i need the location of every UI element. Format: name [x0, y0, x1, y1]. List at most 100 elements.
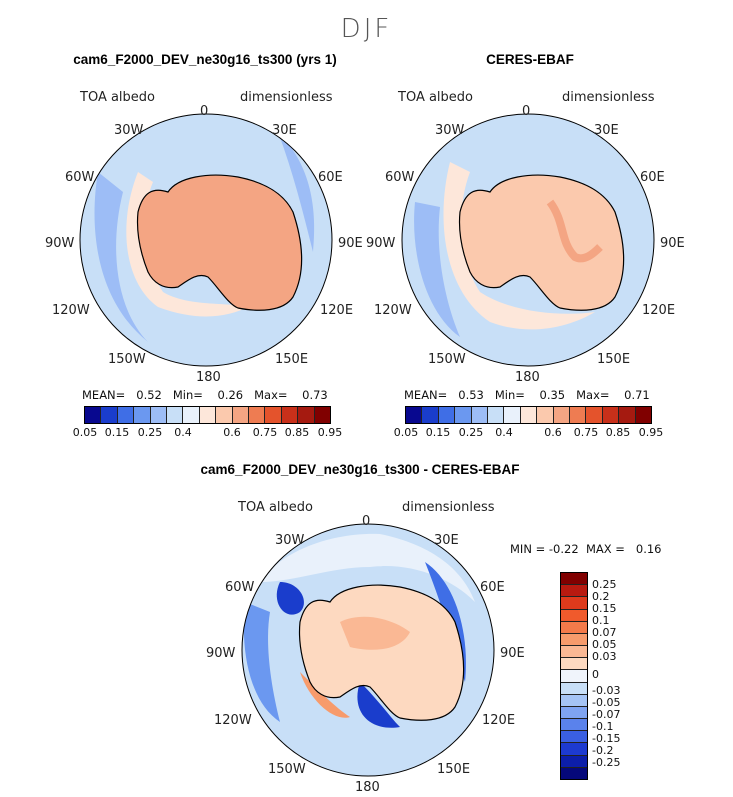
colorbar-swatch: [520, 407, 538, 423]
diff-neg-west: [243, 602, 280, 722]
diff-neg-60w: [276, 582, 304, 615]
colorbar-swatch: [117, 407, 135, 423]
diff-colorbar-swatch: [561, 743, 587, 756]
diff-polar-map: [241, 523, 495, 777]
obs-colorbar: [405, 406, 652, 424]
colorbar-swatch: [422, 407, 439, 423]
model-lon-90e: 90E: [338, 236, 363, 251]
obs-ocean-low-west: [414, 202, 460, 337]
diff-colorbar-swatch: [561, 670, 587, 683]
diff-units-label: dimensionless: [402, 500, 495, 515]
model-stats: MEAN= 0.52 Min= 0.26 Max= 0.73: [82, 388, 328, 402]
colorbar-swatch: [265, 407, 282, 423]
diff-colorbar-swatch: [561, 658, 587, 671]
diff-colorbar: [560, 572, 588, 780]
diff-cbar-tick: -0.25: [592, 756, 621, 769]
obs-antarctica: [458, 174, 625, 311]
model-units-label: dimensionless: [240, 90, 333, 105]
diff-stats: MIN = -0.22 MAX = 0.16: [510, 542, 662, 556]
cbar-tick: 0.85: [284, 426, 310, 439]
model-lon-60w: 60W: [65, 170, 95, 185]
model-lon-60e: 60E: [318, 170, 343, 185]
model-seaice-band: [126, 172, 248, 317]
obs-lon-90w: 90W: [366, 236, 396, 251]
diff-cbar-tick: 0: [592, 668, 599, 681]
obs-lon-90e: 90E: [660, 236, 685, 251]
season-title: DJF: [340, 14, 393, 44]
colorbar-swatch: [570, 407, 587, 423]
obs-polar-map: [401, 113, 655, 367]
colorbar-swatch: [537, 407, 554, 423]
model-lon-90w: 90W: [45, 236, 75, 251]
diff-colorbar-swatch: [561, 694, 587, 707]
colorbar-swatch: [602, 407, 620, 423]
diff-colorbar-swatch: [561, 597, 587, 610]
model-polar-map: [79, 113, 333, 367]
diff-cbar-tick: -0.1: [592, 720, 614, 733]
obs-lon-150e: 150E: [597, 352, 631, 367]
colorbar-swatch: [455, 407, 472, 423]
cbar-tick: 0.6: [223, 426, 241, 439]
diff-colorbar-swatch: [561, 609, 587, 622]
diff-lon-90w: 90W: [206, 646, 236, 661]
colorbar-swatch: [183, 407, 200, 423]
model-lon-120e: 120E: [320, 303, 354, 318]
model-panel-title: cam6_F2000_DEV_ne30g16_ts300 (yrs 1): [73, 52, 337, 67]
cbar-tick: 0.15: [104, 426, 130, 439]
diff-cbar-tick: 0.03: [592, 650, 617, 663]
diff-colorbar-swatch: [561, 585, 587, 598]
diff-colorbar-ticks: 0.25 0.2 0.15 0.1 0.07 0.05 0.03 0 -0.03…: [592, 572, 712, 782]
colorbar-swatch: [134, 407, 151, 423]
diff-lon-180: 180: [355, 780, 380, 795]
diff-near-zero-band: [260, 533, 475, 602]
colorbar-swatch: [586, 407, 603, 423]
obs-lon-180: 180: [515, 370, 540, 385]
diff-cbar-tick: 0.07: [592, 626, 617, 639]
cbar-tick: 0.6: [544, 426, 562, 439]
diff-colorbar-swatch: [561, 646, 587, 659]
diff-colorbar-swatch: [561, 621, 587, 634]
colorbar-swatch: [314, 407, 331, 423]
cbar-tick: 0.05: [393, 426, 419, 439]
model-colorbar-ticks: 0.05 0.15 0.25 0.4 0.6 0.75 0.85 0.95: [70, 426, 350, 442]
obs-lon-60w: 60W: [385, 170, 415, 185]
diff-panel-title: cam6_F2000_DEV_ne30g16_ts300 - CERES-EBA…: [200, 462, 520, 477]
diff-cbar-tick: -0.15: [592, 732, 621, 745]
diff-cbar-tick: 0.05: [592, 638, 617, 651]
obs-colorbar-ticks: 0.05 0.15 0.25 0.4 0.6 0.75 0.85 0.95: [391, 426, 671, 442]
colorbar-swatch: [85, 407, 102, 423]
diff-lon-30e: 30E: [434, 533, 459, 548]
colorbar-swatch: [150, 407, 168, 423]
colorbar-swatch: [504, 407, 521, 423]
diff-colorbar-swatch: [561, 767, 587, 779]
cbar-tick: 0.75: [573, 426, 599, 439]
diff-lon-120e: 120E: [482, 713, 516, 728]
diff-cbar-tick: 0.25: [592, 578, 617, 591]
diff-colorbar-swatch: [561, 682, 587, 695]
model-lon-0: 0: [200, 104, 209, 119]
diff-pos-amundsen: [300, 672, 350, 718]
diff-field-label: TOA albedo: [238, 500, 314, 515]
colorbar-swatch: [199, 407, 217, 423]
obs-plateau-ridge: [546, 199, 603, 263]
colorbar-swatch: [167, 407, 184, 423]
diff-antarctica: [298, 584, 465, 721]
colorbar-swatch: [553, 407, 571, 423]
colorbar-swatch: [216, 407, 233, 423]
diff-lon-90e: 90E: [500, 646, 525, 661]
cbar-tick: 0.75: [252, 426, 278, 439]
cbar-tick: 0.05: [72, 426, 98, 439]
obs-lon-120e: 120E: [642, 303, 676, 318]
model-colorbar: [84, 406, 331, 424]
diff-neg-ross: [357, 682, 400, 728]
diff-colorbar-swatch: [561, 755, 587, 768]
diff-cbar-tick: -0.03: [592, 684, 621, 697]
model-lon-150w: 150W: [108, 352, 146, 367]
cbar-tick: 0.4: [174, 426, 192, 439]
obs-stats: MEAN= 0.53 Min= 0.35 Max= 0.71: [404, 388, 650, 402]
cbar-tick: 0.85: [605, 426, 631, 439]
model-field-label: TOA albedo: [80, 90, 156, 105]
obs-lon-30e: 30E: [594, 123, 619, 138]
diff-cbar-tick: -0.2: [592, 744, 614, 757]
obs-units-label: dimensionless: [562, 90, 655, 105]
